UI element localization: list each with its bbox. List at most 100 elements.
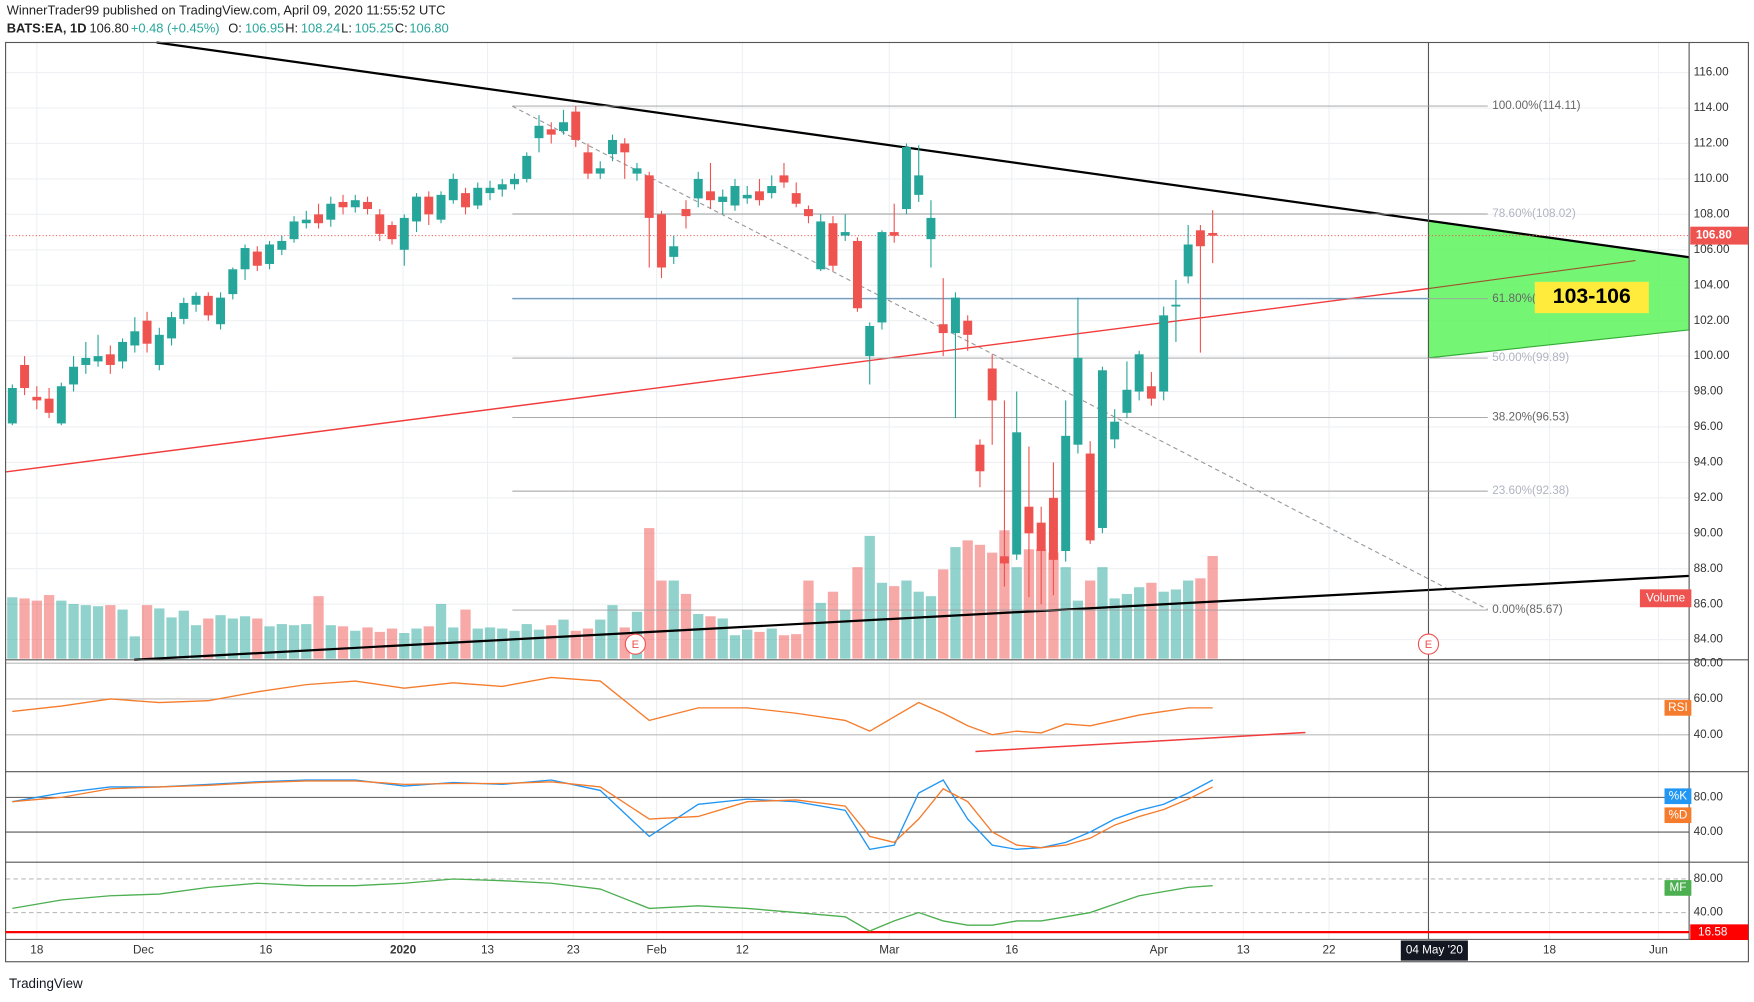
indicator-tick-label: 60.00 (1694, 692, 1724, 705)
volume-bar (350, 630, 361, 659)
y-tick-label: 92.00 (1694, 491, 1724, 504)
volume-bar (1158, 591, 1169, 659)
x-tick-label: 18 (30, 944, 44, 957)
frame (5, 41, 1749, 963)
candle-body (877, 232, 887, 323)
candle-body (1110, 421, 1120, 440)
candle-body (20, 364, 30, 389)
candle-body (130, 331, 140, 346)
candle-body (252, 251, 262, 266)
candle-body (69, 366, 79, 385)
volume-bar (80, 605, 91, 659)
lower-trendline (134, 574, 1690, 661)
earnings-marker (1417, 633, 1440, 655)
candle-body (938, 324, 948, 334)
candle-body (461, 193, 470, 208)
volume-bar (693, 614, 704, 659)
candle-body (632, 168, 642, 174)
indicator-tag: %D (1668, 808, 1687, 821)
volume-bar (56, 600, 67, 659)
volume-bar (729, 635, 741, 659)
target-label: 103-106 (1553, 284, 1631, 308)
volume-bar (190, 625, 202, 659)
volume-bar (558, 619, 569, 659)
candle-body (412, 196, 421, 222)
brand: TradingView (9, 976, 83, 991)
candle-body (105, 354, 115, 365)
candle-body (485, 187, 495, 194)
y-tick-label: 96.00 (1694, 420, 1724, 433)
volume-bar (913, 591, 924, 659)
rsi-support (975, 731, 1306, 753)
volume-bar (852, 567, 863, 659)
candle-body (865, 325, 875, 357)
candle-body (999, 556, 1009, 564)
volume-bar (460, 609, 471, 659)
volume-bar (889, 586, 900, 659)
candle-body (546, 129, 556, 135)
candle-body (1036, 522, 1046, 552)
x-tick-label: 18 (1543, 944, 1557, 957)
volume-bar (680, 593, 692, 659)
candle-body (203, 295, 213, 316)
candle-body (963, 320, 973, 335)
candle-body (583, 152, 593, 174)
o-label: O: (228, 20, 242, 35)
candle-body (424, 196, 434, 215)
support-extension (1428, 260, 1636, 290)
x-tick-label: 16 (259, 944, 273, 957)
y-tick-label: 94.00 (1694, 456, 1724, 469)
volume-bar (901, 580, 912, 659)
volume-bar (43, 595, 55, 659)
volume-bar (117, 609, 128, 659)
candle-body (926, 217, 936, 240)
y-tick-label: 100.00 (1694, 349, 1730, 362)
last: 106.80 (89, 20, 128, 35)
candle-body (510, 178, 519, 185)
candle-body (681, 209, 691, 217)
candle-body (81, 357, 91, 365)
volume-bar (325, 625, 336, 659)
candle-body (167, 317, 177, 339)
candle-body (350, 200, 360, 208)
volume-bar (313, 596, 324, 659)
y-tick-label: 114.00 (1694, 101, 1729, 114)
y-tick-label: 90.00 (1694, 526, 1724, 539)
candle-body (718, 196, 728, 202)
resistance-line (156, 41, 1690, 259)
candle-body (1073, 357, 1083, 445)
candle-body (534, 125, 544, 139)
candle-body (179, 302, 189, 319)
candle-body (852, 240, 862, 309)
candle-body (742, 194, 752, 199)
candle-body (816, 221, 826, 270)
earnings-marker (624, 633, 647, 655)
candle-body (363, 201, 373, 210)
volume-bar (717, 618, 728, 659)
y-tick-label: 84.00 (1694, 633, 1724, 646)
volume-bar (1023, 549, 1035, 659)
volume-bar (7, 597, 18, 659)
candle-body (399, 217, 409, 250)
y-tick-label: 104.00 (1694, 278, 1730, 291)
indicator-tag: MF (1669, 881, 1686, 894)
candle-body (228, 269, 238, 295)
candle-body (657, 214, 666, 268)
indicator-tick-label: 80.00 (1694, 656, 1724, 669)
earnings-label: E (1425, 639, 1432, 651)
candle-body (118, 341, 128, 362)
volume-bar (582, 628, 594, 659)
volume-bar (154, 608, 165, 659)
candle-body (1012, 432, 1022, 555)
cursor-label-bg (1400, 940, 1468, 961)
volume-bar (815, 602, 826, 659)
volume-bar (644, 528, 655, 659)
indicator-tick-label: 80.00 (1694, 872, 1724, 885)
candle-body (7, 388, 17, 424)
volume-bar (705, 616, 716, 659)
volume-bar (876, 582, 888, 659)
l-label: L: (341, 20, 352, 35)
volume-bar (484, 627, 496, 659)
symbol-line: BATS:EA, 1D 106.80 +0.48 (+0.45%) O: 106… (7, 20, 449, 35)
last-price-label: 106.80 (1696, 229, 1732, 242)
